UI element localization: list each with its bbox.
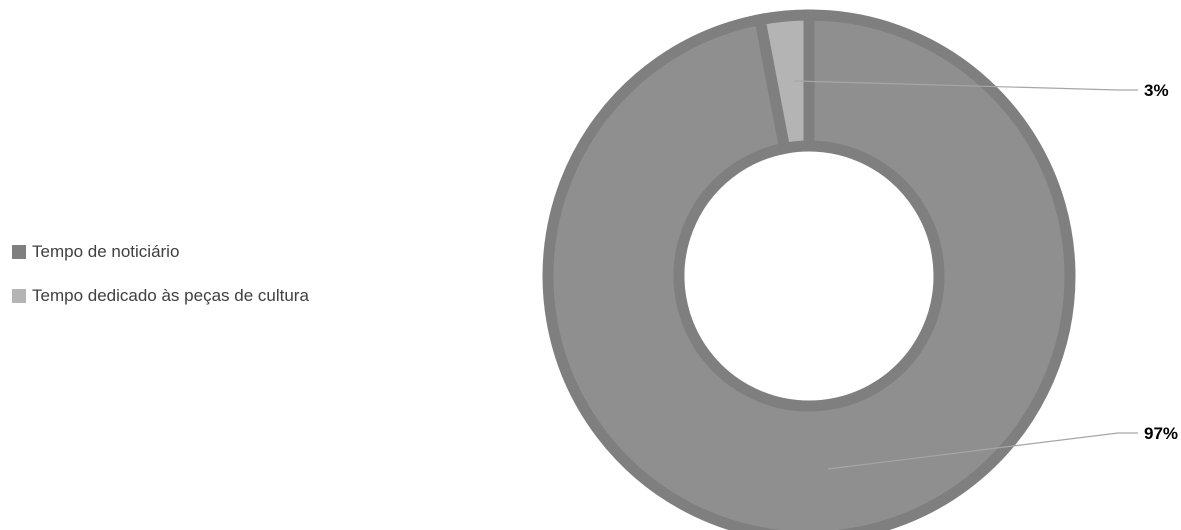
- slice-cultura[interactable]: [753, 9, 815, 155]
- leader-line-cultura: [794, 80, 1138, 91]
- legend-swatch-noticiario: [12, 245, 26, 259]
- legend-swatch-cultura: [12, 289, 26, 303]
- legend: Tempo de noticiário Tempo dedicado às pe…: [12, 240, 309, 328]
- donut-slices: [542, 9, 1076, 530]
- legend-item-noticiario[interactable]: Tempo de noticiário: [12, 240, 309, 264]
- data-labels: 97% 3%: [1144, 81, 1178, 443]
- slice-noticiario[interactable]: [542, 9, 1076, 530]
- legend-item-cultura[interactable]: Tempo dedicado às peças de cultura: [12, 284, 309, 308]
- leader-lines: [794, 80, 1138, 470]
- data-label-noticiario: 97%: [1144, 424, 1178, 443]
- legend-label-cultura: Tempo dedicado às peças de cultura: [32, 286, 309, 305]
- legend-label-noticiario: Tempo de noticiário: [32, 242, 180, 261]
- data-label-cultura: 3%: [1144, 81, 1169, 100]
- leader-line-noticiario: [827, 432, 1138, 470]
